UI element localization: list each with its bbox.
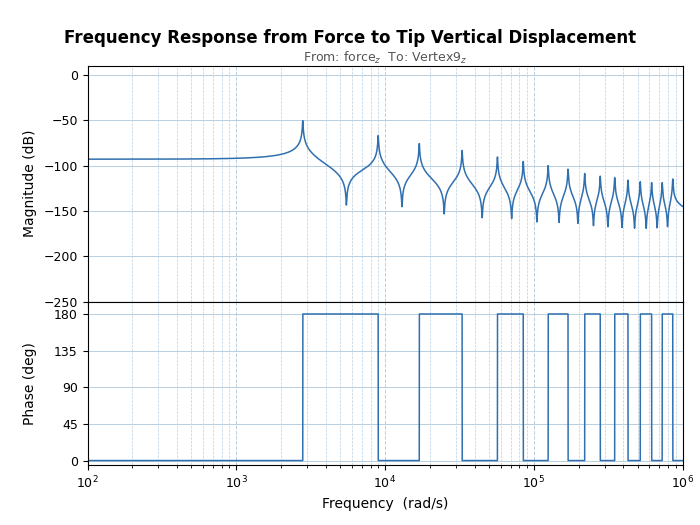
X-axis label: Frequency  (rad/s): Frequency (rad/s) — [322, 497, 448, 510]
Y-axis label: Magnitude (dB): Magnitude (dB) — [23, 130, 37, 237]
Y-axis label: Phase (deg): Phase (deg) — [23, 342, 37, 425]
Title: From: force$_z$  To: Vertex9$_z$: From: force$_z$ To: Vertex9$_z$ — [302, 49, 468, 66]
Text: Frequency Response from Force to Tip Vertical Displacement: Frequency Response from Force to Tip Ver… — [64, 29, 636, 47]
